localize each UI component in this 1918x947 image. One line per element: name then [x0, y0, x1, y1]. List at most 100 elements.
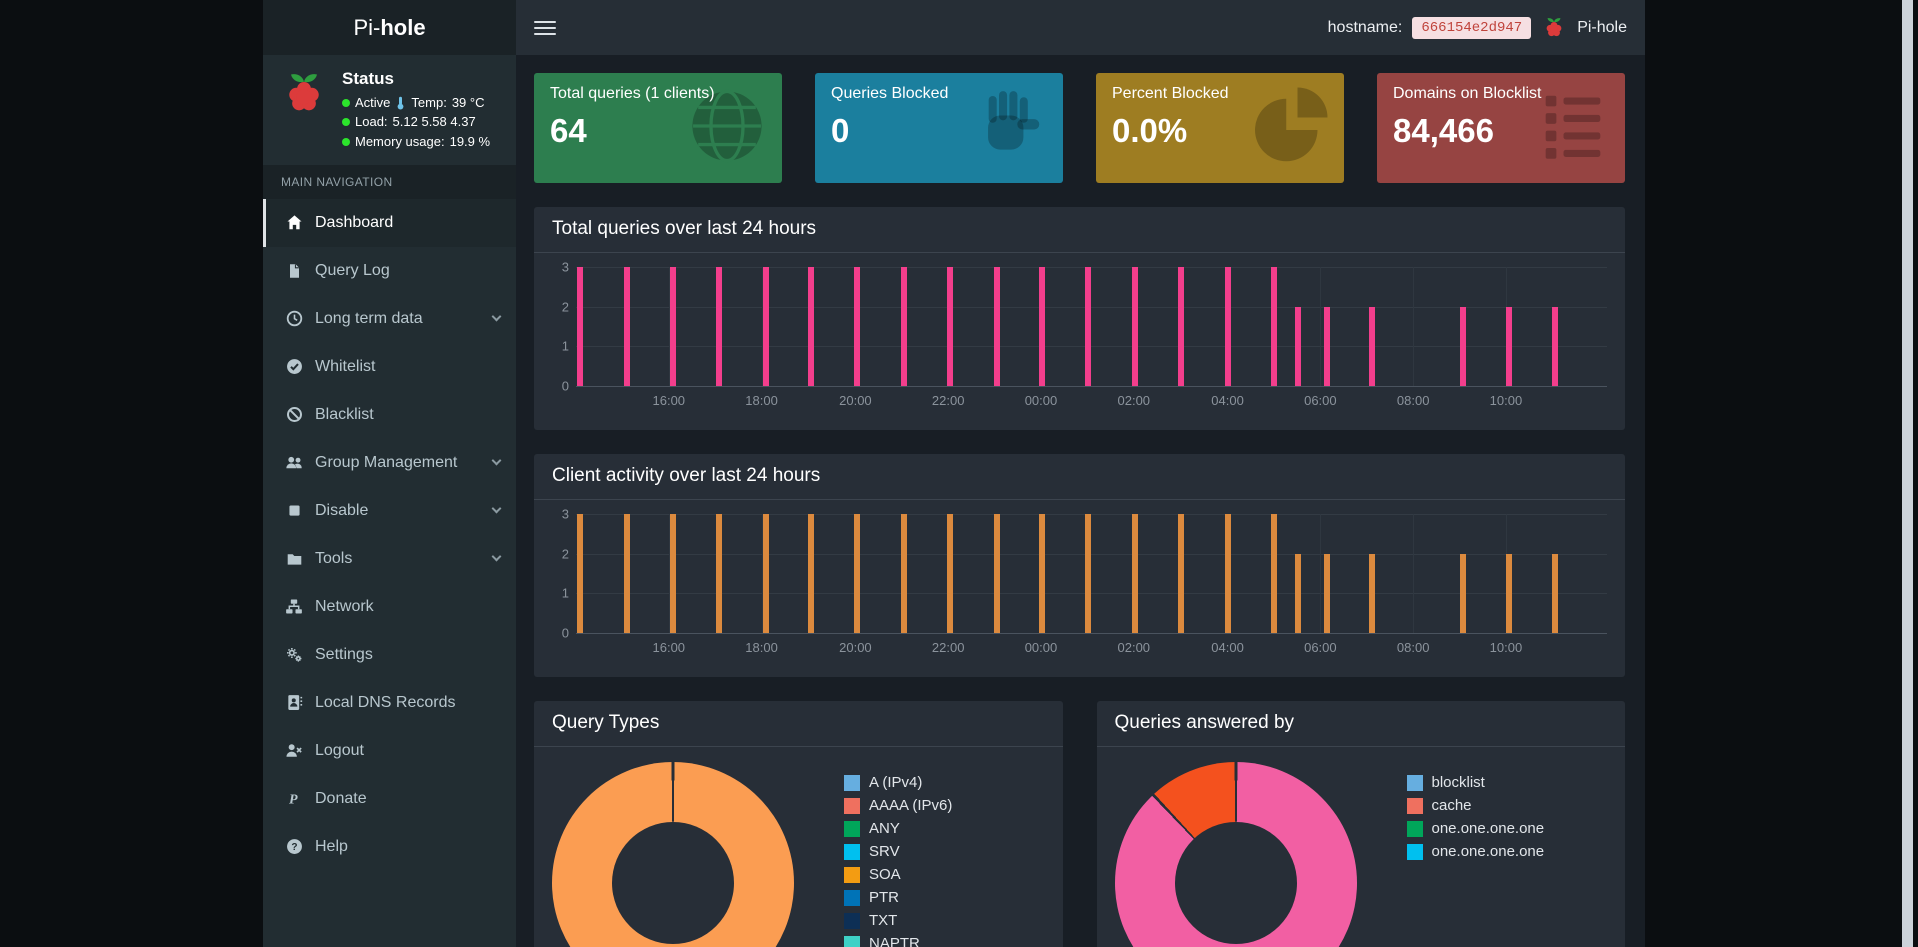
sidebar-item-long-term-data[interactable]: Long term data: [263, 295, 516, 343]
panel-title: Queries answered by: [1096, 701, 1625, 747]
x-axis-label: 06:00: [1304, 640, 1337, 655]
sidebar-item-logout[interactable]: Logout: [263, 727, 516, 775]
bar: [1368, 306, 1375, 386]
sidebar-item-donate[interactable]: P Donate: [263, 775, 516, 823]
legend-color-box: [844, 843, 860, 860]
bar: [854, 267, 861, 386]
sidebar-item-label: Group Management: [315, 453, 458, 471]
network-icon: [283, 598, 305, 615]
bar: [1224, 267, 1231, 386]
legend-color-box: [1406, 797, 1423, 814]
legend-item[interactable]: SRV: [844, 843, 952, 860]
x-axis-label: 16:00: [652, 393, 686, 408]
plot-area: [576, 267, 1607, 387]
stat-card-value: 64: [550, 112, 587, 149]
query-types-legend: A (IPv4) AAAA (IPv6) ANY SRV SOA PTR TXT NAPTR: [844, 774, 952, 947]
gridline: [576, 267, 1607, 268]
load-label: Load:: [355, 114, 388, 130]
summary-cards: Total queries (1 clients) 64 Queries Block…: [534, 73, 1625, 183]
sidebar-item-group-management[interactable]: Group Management: [263, 439, 516, 487]
legend-item[interactable]: cache: [1406, 797, 1545, 814]
legend-item[interactable]: one.one.one.one: [1406, 843, 1544, 860]
legend-item[interactable]: ANY: [844, 820, 952, 837]
thermometer-icon: [396, 96, 405, 110]
gears-icon: [283, 646, 305, 663]
bar: [1506, 553, 1513, 633]
legend-color-box: [844, 866, 860, 883]
file-icon: [283, 263, 305, 279]
gridline: [668, 267, 670, 386]
top-bar: Pi-hole hostname: 666154e2d947 Pi-hole: [263, 0, 1645, 55]
bar: [1085, 514, 1092, 633]
bar: [1270, 514, 1277, 633]
legend-color-box: [844, 797, 860, 814]
client-activity-panel: Client activity over last 24 hours 0 1 2 3 1…: [534, 454, 1625, 677]
legend-label: cache: [1431, 797, 1472, 814]
status-dot-icon: [342, 118, 350, 127]
legend-item[interactable]: blocklist: [1406, 774, 1545, 791]
query-types-donut[interactable]: [552, 762, 794, 947]
load-value: 5.12 5.58 4.37: [392, 114, 476, 130]
legend-item[interactable]: SOA: [844, 866, 952, 883]
legend-item[interactable]: A (IPv4): [844, 774, 952, 791]
client-activity-chart[interactable]: 0 1 2 3 16:00 18:00 20:00 22:00 00:00 02:00 04:00 0…: [552, 508, 1607, 657]
legend-item[interactable]: PTR: [844, 889, 952, 906]
navbar: hostname: 666154e2d947 Pi-hole: [516, 0, 1645, 55]
sidebar-item-local-dns-records[interactable]: Local DNS Records: [263, 679, 516, 727]
stat-card-title: Queries Blocked: [831, 85, 949, 102]
query-types-panel: Query Types A (IPv4) AAAA (IPv6) ANY SRV SOA…: [534, 701, 1063, 947]
sidebar-toggle-button[interactable]: [534, 20, 556, 35]
bar: [762, 267, 769, 386]
globe-icon: [686, 85, 768, 172]
stat-card-value: 0.0%: [1112, 112, 1188, 149]
legend-item[interactable]: AAAA (IPv6): [844, 797, 952, 814]
x-axis-label: 20:00: [839, 393, 872, 408]
svg-text:?: ?: [291, 842, 297, 853]
stat-card-value: 0: [831, 112, 850, 149]
bar: [947, 267, 954, 386]
stat-card: Percent Blocked 0.0%: [1096, 73, 1344, 183]
legend-color-box: [844, 774, 860, 791]
sidebar-item-label: Blacklist: [315, 405, 374, 423]
y-axis: 0 1 2 3: [552, 261, 576, 393]
legend-item[interactable]: NAPTR: [844, 935, 952, 947]
x-axis-label: 08:00: [1396, 393, 1430, 408]
legend-item[interactable]: one.one.one.one: [1406, 820, 1544, 837]
panel-title: Client activity over last 24 hours: [534, 454, 1625, 500]
hand-icon: [971, 85, 1049, 168]
sidebar-item-settings[interactable]: Settings: [263, 631, 516, 679]
sidebar-item-query-log[interactable]: Query Log: [263, 247, 516, 295]
gridline: [576, 633, 1607, 634]
total-queries-chart[interactable]: 0 1 2 3 16:00 18:00 20:00 22:00 00:00 02:00 04:00 0…: [552, 261, 1607, 410]
sidebar-item-disable[interactable]: Disable: [263, 487, 516, 535]
sidebar-item-label: Long term data: [315, 309, 423, 327]
gridline: [576, 306, 1607, 308]
legend-color-box: [1406, 774, 1423, 791]
scrollbar[interactable]: [1902, 0, 1913, 947]
bar: [1323, 553, 1330, 633]
legend-item[interactable]: TXT: [844, 912, 952, 929]
x-axis-label: 06:00: [1304, 393, 1337, 408]
legend-label: A (IPv4): [869, 774, 923, 791]
queries-answered-donut[interactable]: [1114, 762, 1357, 947]
sidebar-item-dashboard[interactable]: Dashboard: [263, 198, 516, 247]
bar: [808, 267, 815, 386]
sidebar-item-tools[interactable]: Tools: [263, 535, 516, 583]
gridline: [761, 267, 763, 386]
gridline: [1413, 514, 1415, 633]
sidebar-item-label: Whitelist: [315, 357, 376, 375]
bar: [716, 514, 723, 633]
bar: [900, 267, 907, 386]
bottom-row: Query Types A (IPv4) AAAA (IPv6) ANY SRV SOA…: [534, 701, 1625, 947]
sidebar-item-blacklist[interactable]: Blacklist: [263, 391, 516, 439]
bar: [716, 267, 723, 386]
brand-logo[interactable]: Pi-hole: [263, 0, 516, 55]
x-axis-label: 18:00: [745, 640, 778, 655]
legend-label: SRV: [869, 843, 900, 860]
bar: [900, 514, 907, 633]
sidebar-item-network[interactable]: Network: [263, 583, 516, 631]
sidebar-item-help[interactable]: ? Help: [263, 823, 516, 871]
sidebar-item-whitelist[interactable]: Whitelist: [263, 343, 516, 391]
stat-card: Domains on Blocklist 84,466: [1377, 73, 1625, 183]
